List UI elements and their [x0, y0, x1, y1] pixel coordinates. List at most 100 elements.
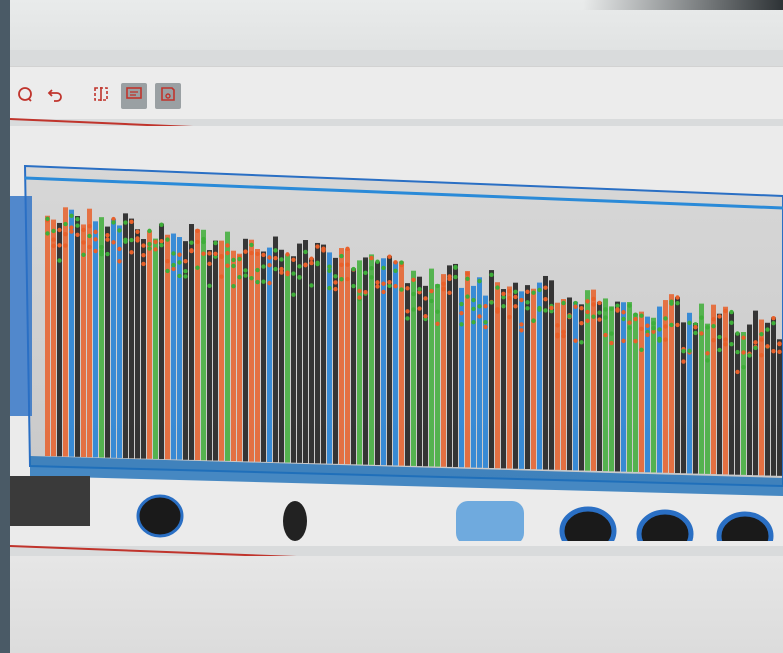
cargo-speckle: [159, 238, 164, 244]
cargo-speckle: [153, 239, 158, 245]
cargo-speckle: [63, 221, 68, 227]
cargo-speckle: [309, 283, 314, 288]
cargo-speckle: [687, 320, 692, 326]
cargo-speckle: [105, 251, 110, 257]
cargo-speckle: [741, 350, 746, 355]
cargo-speckle: [213, 240, 218, 246]
cargo-bar: [501, 289, 506, 469]
cargo-speckle: [273, 255, 278, 261]
cargo-speckle: [117, 228, 122, 233]
cargo-bar: [513, 282, 518, 469]
cargo-speckle: [651, 321, 656, 326]
xray-scan-image[interactable]: [10, 156, 783, 541]
cargo-speckle: [177, 260, 182, 265]
cargo-speckle: [153, 247, 158, 252]
cargo-speckle: [639, 326, 644, 332]
cargo-speckle: [309, 260, 314, 266]
cargo-speckle: [195, 239, 200, 245]
cargo-bar: [555, 302, 560, 470]
cargo-speckle: [597, 300, 602, 306]
cargo-bar: [609, 306, 614, 472]
cargo-speckle: [483, 303, 488, 309]
cargo-bar: [453, 263, 458, 468]
cargo-speckle: [171, 251, 176, 256]
cargo-speckle: [123, 220, 128, 225]
cargo-speckle: [183, 259, 188, 264]
cargo-speckle: [609, 331, 614, 336]
cargo-speckle: [579, 340, 584, 345]
cargo-speckle: [333, 274, 338, 279]
cargo-speckle: [675, 322, 680, 328]
cargo-bar: [123, 213, 128, 459]
cargo-bar: [483, 295, 488, 468]
undo-button[interactable]: [42, 83, 68, 109]
cargo-speckle: [633, 338, 638, 344]
cargo-bar: [627, 302, 632, 472]
comment-button[interactable]: [121, 83, 147, 109]
cargo-speckle: [519, 322, 524, 327]
cargo-speckle: [489, 300, 494, 305]
cargo-speckle: [393, 283, 398, 289]
cargo-bar: [45, 215, 50, 456]
trailer-roof-line: [24, 176, 783, 210]
cargo-bar: [213, 240, 218, 461]
cargo-speckle: [321, 246, 326, 251]
cargo-bar: [57, 222, 62, 457]
cargo-speckle: [339, 277, 344, 282]
cargo-bar: [201, 229, 206, 461]
cargo-bar: [489, 270, 494, 469]
refresh-button[interactable]: [12, 83, 38, 109]
cargo-speckle: [189, 240, 194, 245]
cargo-bar: [633, 313, 638, 472]
cargo-speckle: [729, 342, 734, 347]
cargo-speckle: [669, 322, 674, 328]
cargo-stack: [45, 207, 782, 476]
cargo-speckle: [63, 231, 68, 237]
cargo-speckle: [465, 276, 470, 282]
cargo-speckle: [291, 292, 296, 297]
save-button[interactable]: [155, 83, 181, 109]
cargo-speckle: [225, 250, 230, 256]
toolbar: [10, 66, 783, 119]
cargo-speckle: [357, 295, 362, 300]
compare-button[interactable]: [88, 83, 114, 109]
cargo-speckle: [243, 268, 248, 273]
cargo-speckle: [555, 323, 560, 328]
cargo-speckle: [51, 237, 56, 242]
cargo-bar: [117, 225, 122, 458]
cargo-speckle: [369, 275, 374, 280]
cargo-speckle: [561, 329, 566, 335]
cargo-speckle: [69, 229, 74, 234]
cargo-speckle: [141, 243, 146, 248]
cargo-speckle: [303, 249, 308, 255]
cargo-bar: [723, 306, 728, 475]
monitor-bezel: [0, 0, 10, 653]
cargo-bar: [429, 268, 434, 467]
cargo-speckle: [111, 240, 116, 245]
cargo-speckle: [777, 341, 782, 347]
cargo-bar: [579, 304, 584, 471]
cargo-bar: [93, 221, 98, 458]
cargo-speckle: [57, 227, 62, 233]
cargo-bar: [735, 332, 740, 475]
cargo-speckle: [117, 259, 122, 264]
cargo-speckle: [69, 213, 74, 219]
cargo-speckle: [381, 265, 386, 271]
cargo-bar: [543, 275, 548, 470]
cargo-speckle: [75, 232, 80, 238]
cargo-speckle: [147, 246, 152, 251]
cargo-speckle: [435, 321, 440, 327]
cargo-bar: [387, 255, 392, 466]
cargo-speckle: [507, 288, 512, 294]
cargo-speckle: [405, 286, 410, 291]
cargo-bar: [183, 241, 188, 460]
cargo-speckle: [435, 309, 440, 314]
cab-lower: [10, 476, 90, 526]
cargo-speckle: [135, 229, 140, 234]
cargo-bar: [759, 319, 764, 476]
cargo-speckle: [219, 274, 224, 279]
cab-front: [10, 196, 32, 416]
cargo-bar: [105, 226, 110, 458]
cargo-bar: [531, 288, 536, 470]
cargo-speckle: [57, 258, 62, 263]
